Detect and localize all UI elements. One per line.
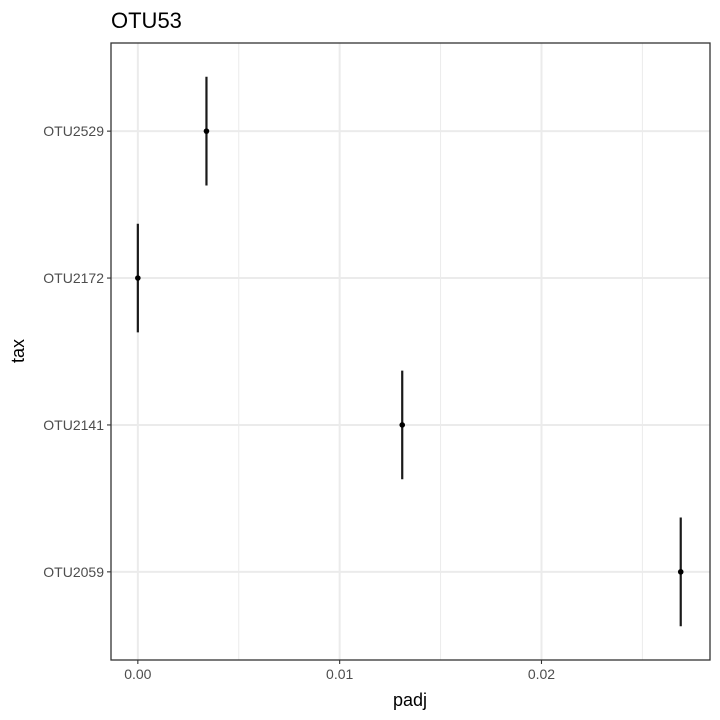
x-axis-title: padj	[393, 690, 427, 710]
y-axis-title: tax	[8, 339, 28, 363]
data-point	[135, 275, 141, 281]
plot-panel: 0.00 0.01 0.02 OTU2529 OTU2172 OTU2141 OTU2059	[43, 43, 710, 682]
chart-title: OTU53	[111, 8, 182, 33]
y-tick-label: OTU2172	[43, 270, 104, 286]
y-tick-label: OTU2059	[43, 564, 104, 580]
data-point	[204, 128, 210, 134]
x-tick-label: 0.02	[528, 666, 555, 682]
data-point	[678, 569, 684, 575]
panel-background	[111, 43, 710, 660]
x-tick-label: 0.01	[326, 666, 353, 682]
data-point	[399, 422, 405, 428]
y-tick-label: OTU2529	[43, 123, 104, 139]
x-tick-label: 0.00	[124, 666, 151, 682]
y-tick-label: OTU2141	[43, 417, 104, 433]
